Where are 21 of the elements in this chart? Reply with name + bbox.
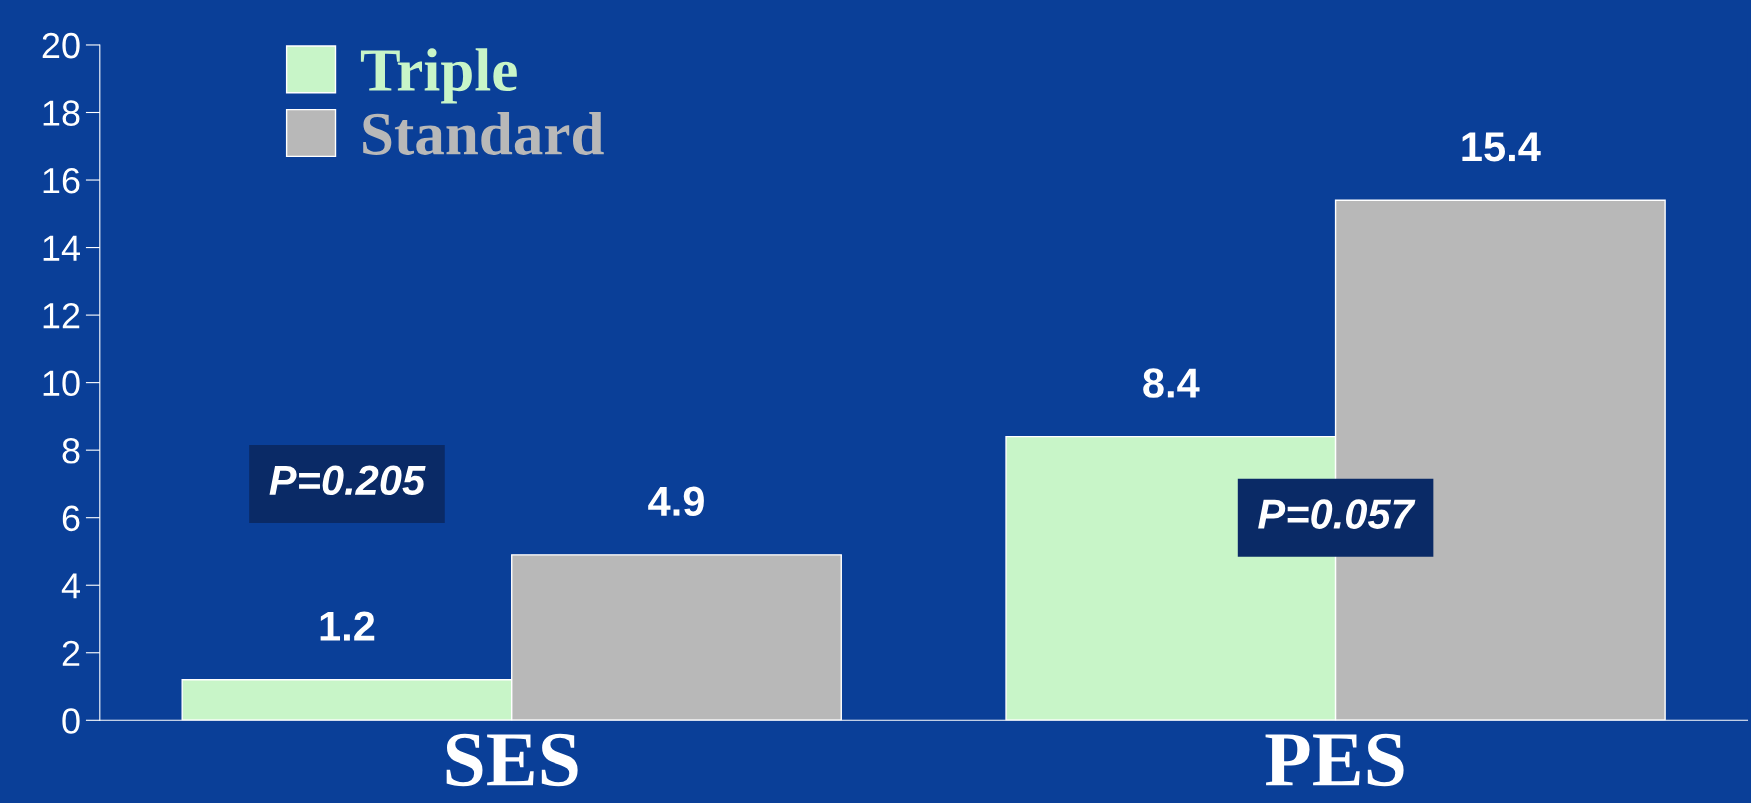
data-label: 15.4 [1462, 132, 1541, 162]
y-tick-label: 10 [43, 370, 80, 397]
y-tick-label: 20 [42, 32, 80, 59]
y-tick-label: 18 [43, 100, 80, 126]
data-label: 4.9 [648, 486, 704, 517]
x-tick-label: SES [446, 733, 578, 787]
y-tick-label: 6 [62, 505, 80, 532]
y-tick-label: 12 [43, 302, 80, 329]
data-label: 1.2 [320, 611, 375, 641]
y-tick-label: 14 [43, 235, 80, 261]
y-tick-label: 4 [61, 573, 80, 599]
data-label: 8.4 [1143, 368, 1200, 398]
annotation: P=0.057 [1258, 499, 1416, 529]
annotation: P=0.205 [269, 465, 426, 496]
y-tick-label: 2 [62, 640, 80, 666]
y-tick-label: 16 [43, 167, 80, 194]
y-tick-label: 8 [62, 438, 80, 464]
x-tick-label: PES [1265, 733, 1404, 787]
y-tick-label: 0 [62, 708, 80, 734]
legend-label: Triple [360, 48, 517, 104]
legend-label: Standard [363, 111, 604, 155]
